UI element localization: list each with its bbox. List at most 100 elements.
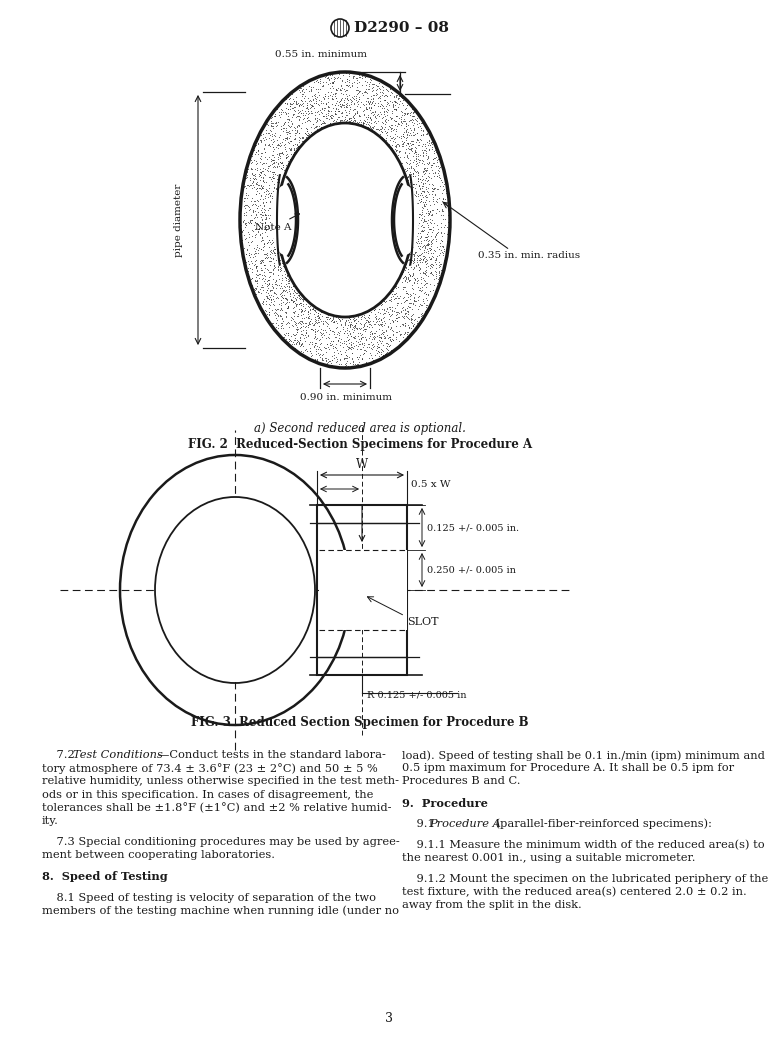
Point [415,210,428,227]
Point [429,164,441,181]
Point [290,96,303,112]
Point [315,117,328,133]
Point [293,288,305,305]
Point [263,232,275,249]
Point [253,179,265,196]
Point [275,266,288,283]
Point [283,151,296,168]
Point [352,115,365,131]
Point [406,318,419,334]
Point [290,125,303,142]
Point [343,77,356,94]
Point [398,301,411,318]
Point [267,183,279,200]
Point [317,315,330,332]
Point [259,223,272,239]
Point [431,225,443,242]
Point [343,313,356,330]
Point [265,214,277,231]
Point [332,115,345,131]
Point [246,260,258,277]
Point [326,74,338,91]
Point [326,96,338,112]
Point [437,245,450,261]
Point [398,261,411,278]
Point [268,258,280,275]
Point [368,347,380,363]
Point [331,103,344,120]
Point [431,217,443,233]
Point [300,87,312,104]
Point [256,262,268,279]
Point [406,159,419,176]
Point [248,146,261,162]
Point [422,168,434,184]
Point [279,164,291,181]
Point [427,214,440,231]
Point [312,74,324,91]
Point [339,354,352,371]
Point [355,310,367,327]
Point [407,296,419,312]
Point [287,105,300,122]
Point [254,255,267,272]
Point [284,151,296,168]
Point [412,154,425,171]
Point [397,137,409,154]
Point [350,72,363,88]
Point [390,143,402,159]
Point [251,180,264,197]
Point [342,95,354,111]
Point [297,298,310,314]
Point [295,120,307,136]
Point [264,122,276,138]
Point [337,319,349,335]
Point [280,95,293,111]
Point [399,304,412,321]
Point [261,116,273,132]
Point [424,239,436,256]
Point [247,173,259,189]
Point [393,144,405,160]
Point [285,96,297,112]
Point [277,282,289,299]
Point [295,303,307,320]
Point [415,254,428,271]
Point [339,104,352,121]
Point [404,164,416,181]
Point [297,318,310,334]
Point [352,115,364,131]
Point [369,113,381,130]
Point [311,351,324,367]
Point [260,209,272,226]
Point [270,115,282,131]
Point [417,166,429,182]
Point [293,287,306,304]
Point [258,257,270,274]
Point [373,121,386,137]
Point [363,91,375,107]
Point [303,307,316,324]
Point [320,324,332,340]
Point [332,66,345,82]
Point [289,327,301,344]
Point [365,91,377,107]
Point [431,152,443,169]
Point [300,120,312,136]
Point [391,84,404,101]
Text: 3: 3 [385,1012,393,1025]
Point [414,205,426,222]
Point [315,324,328,340]
Point [425,264,437,281]
Point [420,293,433,309]
Point [285,139,297,156]
Point [286,100,298,117]
Point [339,96,352,112]
Point [414,194,426,210]
Point [324,75,336,92]
Point [254,253,267,270]
Point [417,212,429,229]
Text: 9.1: 9.1 [402,818,438,829]
Point [277,162,289,179]
Point [414,147,426,163]
